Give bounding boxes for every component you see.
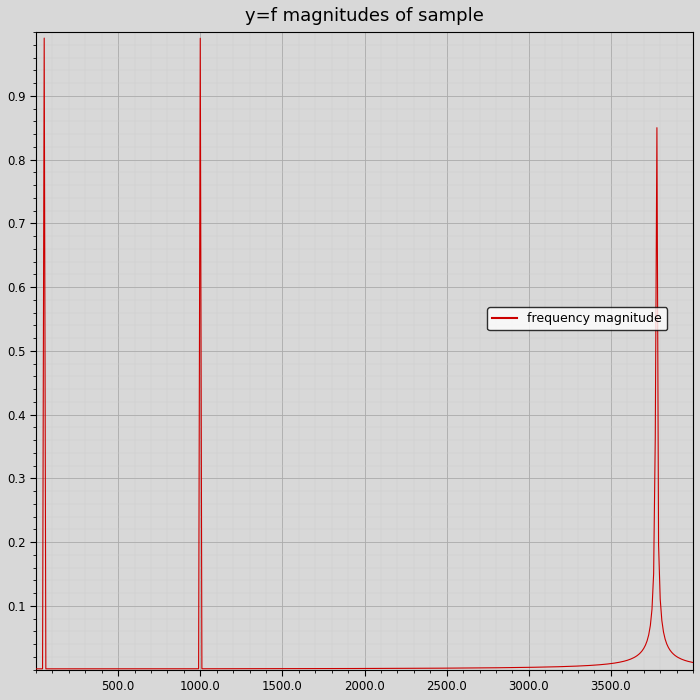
Legend: frequency magnitude: frequency magnitude <box>487 307 667 330</box>
Title: y=f magnitudes of sample: y=f magnitudes of sample <box>245 7 484 25</box>
